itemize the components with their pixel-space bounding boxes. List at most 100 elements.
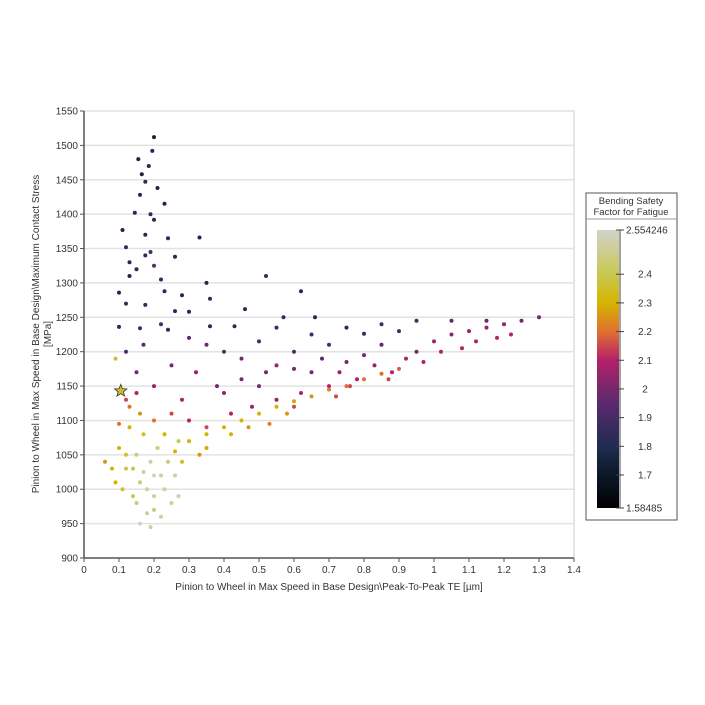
data-point: [134, 370, 139, 375]
data-point: [197, 235, 202, 240]
data-point: [274, 397, 279, 402]
y-tick-label: 1450: [56, 175, 79, 186]
data-point: [155, 446, 160, 450]
data-point: [110, 466, 114, 471]
data-point: [208, 324, 212, 329]
data-point: [124, 466, 128, 471]
data-point: [229, 432, 233, 437]
data-point: [127, 274, 132, 278]
data-point: [187, 335, 191, 340]
data-point: [120, 228, 125, 232]
data-point: [264, 274, 268, 278]
data-point: [334, 394, 338, 399]
data-point: [141, 342, 146, 347]
data-point: [414, 318, 419, 323]
data-point: [148, 250, 153, 254]
data-point: [327, 384, 331, 389]
data-point: [337, 370, 342, 375]
y-tick-label: 1350: [56, 244, 79, 255]
data-point: [348, 384, 352, 389]
data-point: [180, 293, 184, 298]
data-point: [138, 192, 142, 197]
colorbar-tick-label: 1.7: [638, 470, 652, 481]
data-point: [138, 521, 142, 526]
data-point: [132, 210, 137, 215]
data-point: [502, 322, 506, 327]
data-point: [449, 318, 454, 323]
y-tick-label: 1300: [56, 278, 79, 289]
colorbar-tick-label: 2: [642, 384, 648, 395]
legend-title-line1: Bending Safety: [599, 196, 664, 207]
colorbar-tick-label: 1.9: [638, 413, 652, 424]
data-point: [138, 411, 142, 416]
data-point: [155, 186, 160, 190]
data-point: [162, 289, 167, 294]
data-point: [134, 391, 139, 395]
data-point: [292, 399, 296, 404]
data-point: [239, 377, 244, 382]
x-tick-label: 0.3: [182, 565, 196, 576]
data-point: [180, 459, 184, 464]
data-point: [152, 418, 156, 423]
data-point: [292, 366, 296, 371]
data-point: [204, 446, 209, 450]
data-point: [152, 507, 156, 512]
data-point: [243, 307, 247, 312]
data-point: [537, 315, 541, 320]
data-point: [124, 349, 128, 354]
data-point: [117, 421, 121, 426]
data-point: [257, 411, 261, 416]
data-point: [404, 356, 408, 361]
data-point: [150, 148, 155, 153]
data-point: [152, 135, 156, 140]
data-point: [460, 346, 464, 351]
legend-title-line2: Factor for Fatigue: [594, 207, 669, 218]
data-point: [204, 342, 209, 347]
data-point: [187, 439, 191, 444]
colorbar-gradient: [597, 230, 619, 508]
data-point: [267, 421, 272, 426]
y-tick-label: 1000: [56, 485, 79, 496]
y-tick-label: 900: [61, 554, 78, 565]
data-point: [127, 425, 132, 430]
data-point: [397, 366, 401, 371]
data-point: [232, 324, 237, 329]
data-point: [145, 511, 149, 516]
data-point: [145, 487, 149, 492]
data-point: [131, 494, 135, 499]
y-tick-label: 1250: [56, 313, 79, 324]
data-point: [141, 470, 146, 474]
data-point: [344, 360, 349, 364]
data-point: [117, 290, 121, 295]
data-point: [208, 296, 212, 301]
y-tick-label: 1500: [56, 141, 79, 152]
data-point: [136, 157, 141, 162]
data-point: [379, 322, 384, 327]
axes: 900 950 1000 1050 1100 1150 1200 1250 1300 1350 14…: [56, 107, 582, 577]
data-point: [320, 356, 324, 361]
data-point: [204, 432, 209, 437]
data-point: [113, 480, 118, 485]
data-point: [127, 260, 132, 265]
data-point: [222, 425, 226, 430]
x-tick-label: 0.1: [112, 565, 126, 576]
data-point: [344, 325, 349, 330]
x-tick-label: 0.6: [287, 565, 301, 576]
data-point: [138, 480, 142, 485]
colorbar-tick-label: 2.554246: [626, 226, 668, 237]
data-point: [204, 425, 209, 430]
x-tick-label: 0: [81, 565, 87, 576]
data-point: [362, 377, 366, 382]
data-point: [124, 452, 128, 457]
data-point: [152, 473, 156, 478]
y-tick-label: 1400: [56, 210, 79, 221]
highlighted-point-star-icon: [113, 383, 128, 397]
data-point: [222, 391, 226, 395]
data-point: [143, 179, 148, 184]
data-point: [152, 494, 156, 499]
data-point: [414, 349, 419, 354]
data-point: [281, 315, 286, 320]
data-point: [127, 404, 132, 409]
data-point: [432, 339, 436, 344]
